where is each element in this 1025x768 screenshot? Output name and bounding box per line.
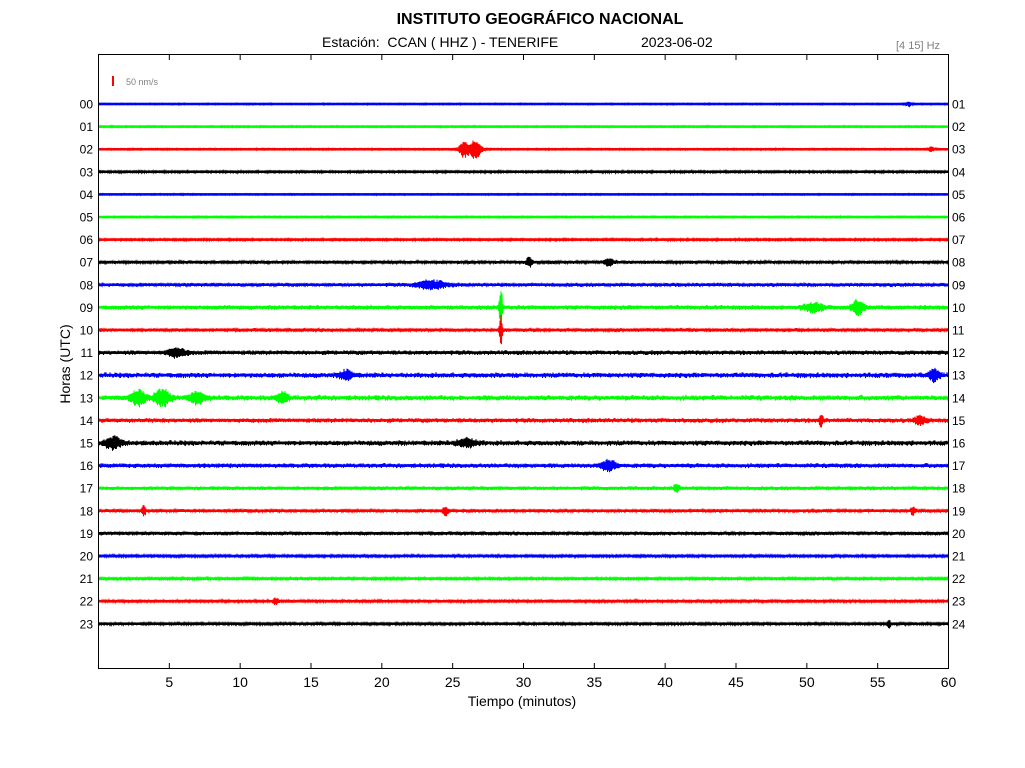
hour-label-right: 06 [952, 211, 966, 225]
x-tick-label: 30 [516, 674, 532, 690]
hour-label-left: 04 [80, 188, 94, 202]
hour-labels-left: 00 01 02 03 04 05 06 07 08 09 10 11 12 13 14 15 16 17 18 19… [80, 98, 94, 632]
hour-label-right: 11 [952, 324, 965, 338]
amplitude-scale: 50 nm/s [112, 76, 159, 87]
hour-label-left: 14 [80, 414, 94, 428]
hour-label-left: 07 [80, 256, 94, 270]
hour-label-left: 08 [80, 278, 94, 292]
hour-label-right: 07 [952, 233, 966, 247]
hour-label-right: 23 [952, 595, 966, 609]
hour-label-right: 04 [952, 165, 966, 179]
hour-label-left: 12 [80, 369, 94, 383]
hour-label-right: 03 [952, 143, 966, 157]
plot-frame [98, 54, 949, 669]
x-tick-label: 60 [941, 674, 957, 690]
hour-label-left: 23 [80, 617, 94, 631]
scale-label: 50 nm/s [126, 77, 159, 87]
chart-title: INSTITUTO GEOGRÁFICO NACIONAL [396, 11, 684, 28]
x-tick-label: 20 [374, 674, 390, 690]
hour-label-left: 18 [80, 504, 94, 518]
filter-band-label: [4 15] Hz [896, 40, 941, 52]
hour-label-right: 16 [952, 437, 966, 451]
station-label: Estación: CCAN ( HHZ ) - TENERIFE [322, 34, 559, 50]
hour-label-right: 02 [952, 120, 966, 134]
hour-label-right: 18 [952, 482, 966, 496]
date-label: 2023-06-02 [641, 34, 713, 50]
hour-label-right: 09 [952, 278, 966, 292]
x-tick-label: 25 [445, 674, 461, 690]
hour-label-left: 21 [80, 572, 94, 586]
hour-label-right: 15 [952, 414, 966, 428]
hour-label-right: 01 [952, 98, 966, 112]
hour-label-left: 00 [80, 98, 94, 112]
hour-label-right: 12 [952, 346, 966, 360]
x-axis: 5 10 15 20 25 30 35 40 45 50 55 60 [165, 54, 957, 690]
trace-hour-09 [98, 291, 949, 329]
hour-label-right: 14 [952, 391, 966, 405]
x-axis-label: Tiempo (minutos) [468, 693, 576, 709]
hour-label-left: 03 [80, 165, 94, 179]
hour-label-left: 02 [80, 143, 94, 157]
hour-label-right: 21 [952, 550, 966, 564]
hour-label-left: 20 [80, 550, 94, 564]
hour-label-right: 20 [952, 527, 966, 541]
hour-label-left: 22 [80, 595, 94, 609]
hour-label-right: 10 [952, 301, 966, 315]
hour-label-right: 13 [952, 369, 966, 383]
x-tick-label: 50 [799, 674, 815, 690]
trace-layer [98, 101, 949, 629]
hour-label-left: 13 [80, 391, 94, 405]
hour-label-left: 05 [80, 211, 94, 225]
hour-label-left: 16 [80, 459, 94, 473]
hour-label-left: 01 [80, 120, 94, 134]
x-tick-label: 15 [303, 674, 319, 690]
x-tick-label: 55 [870, 674, 886, 690]
hour-label-left: 19 [80, 527, 94, 541]
hour-label-right: 24 [952, 617, 966, 631]
hour-label-left: 15 [80, 437, 94, 451]
hour-label-left: 10 [80, 324, 94, 338]
hour-label-right: 17 [952, 459, 966, 473]
hour-label-right: 22 [952, 572, 966, 586]
x-tick-label: 5 [165, 674, 173, 690]
hour-label-left: 09 [80, 301, 94, 315]
x-tick-label: 40 [657, 674, 673, 690]
x-tick-label: 45 [728, 674, 744, 690]
y-axis-label: Horas (UTC) [57, 324, 73, 403]
hour-label-left: 06 [80, 233, 94, 247]
hour-label-left: 17 [80, 482, 94, 496]
hour-label-left: 11 [81, 346, 94, 360]
x-tick-label: 35 [587, 674, 603, 690]
hour-label-right: 08 [952, 256, 966, 270]
hour-label-right: 19 [952, 504, 966, 518]
x-tick-label: 10 [232, 674, 248, 690]
hour-label-right: 05 [952, 188, 966, 202]
hour-labels-right: 01 02 03 04 05 06 07 08 09 10 11 12 13 14 15 16 17 18 19 20… [952, 98, 966, 632]
